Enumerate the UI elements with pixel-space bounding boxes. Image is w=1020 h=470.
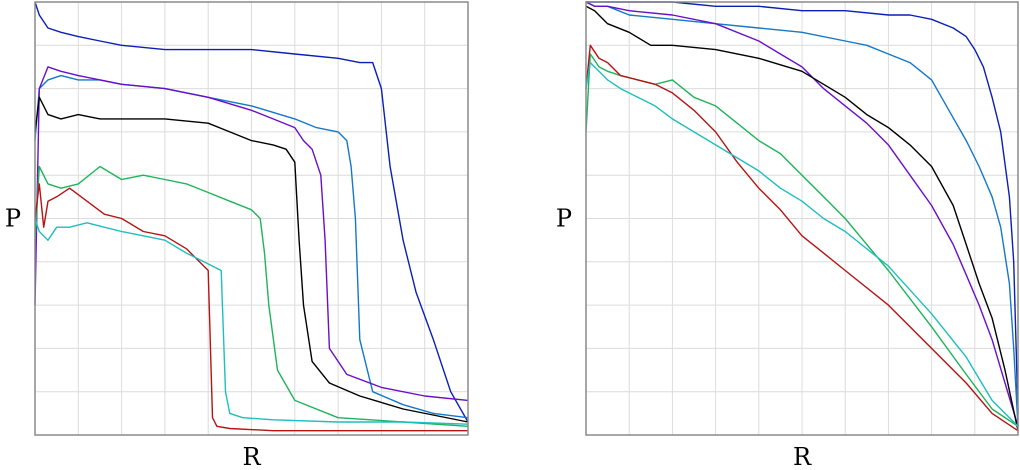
y-axis-label-right: P	[556, 205, 572, 233]
series-line-violet	[34, 66, 469, 402]
series-line-cerulean	[34, 74, 469, 419]
chart-right-panel: P R	[556, 1, 1019, 470]
series-line-cerulean	[585, 1, 1019, 427]
y-axis-label-left: P	[5, 205, 21, 233]
series-line-cyan	[585, 61, 1019, 427]
chart-left-panel: P R	[5, 1, 469, 470]
x-axis-label-right: R	[793, 443, 812, 470]
x-axis-label-left: R	[242, 443, 261, 470]
series-line-black	[585, 5, 1019, 431]
grid-left	[35, 2, 468, 435]
series-line-red	[34, 183, 468, 432]
plot-frame-right	[585, 1, 1019, 436]
series-line-blue	[34, 1, 469, 423]
series-line-black	[34, 96, 469, 423]
plot-frame-left	[34, 1, 469, 436]
series-line-green	[34, 165, 469, 427]
series-line-green	[585, 53, 1019, 427]
series-line-red	[585, 44, 1019, 432]
series-group-left	[34, 1, 469, 432]
series-line-cyan	[34, 218, 469, 425]
series-line-violet	[585, 1, 1019, 427]
